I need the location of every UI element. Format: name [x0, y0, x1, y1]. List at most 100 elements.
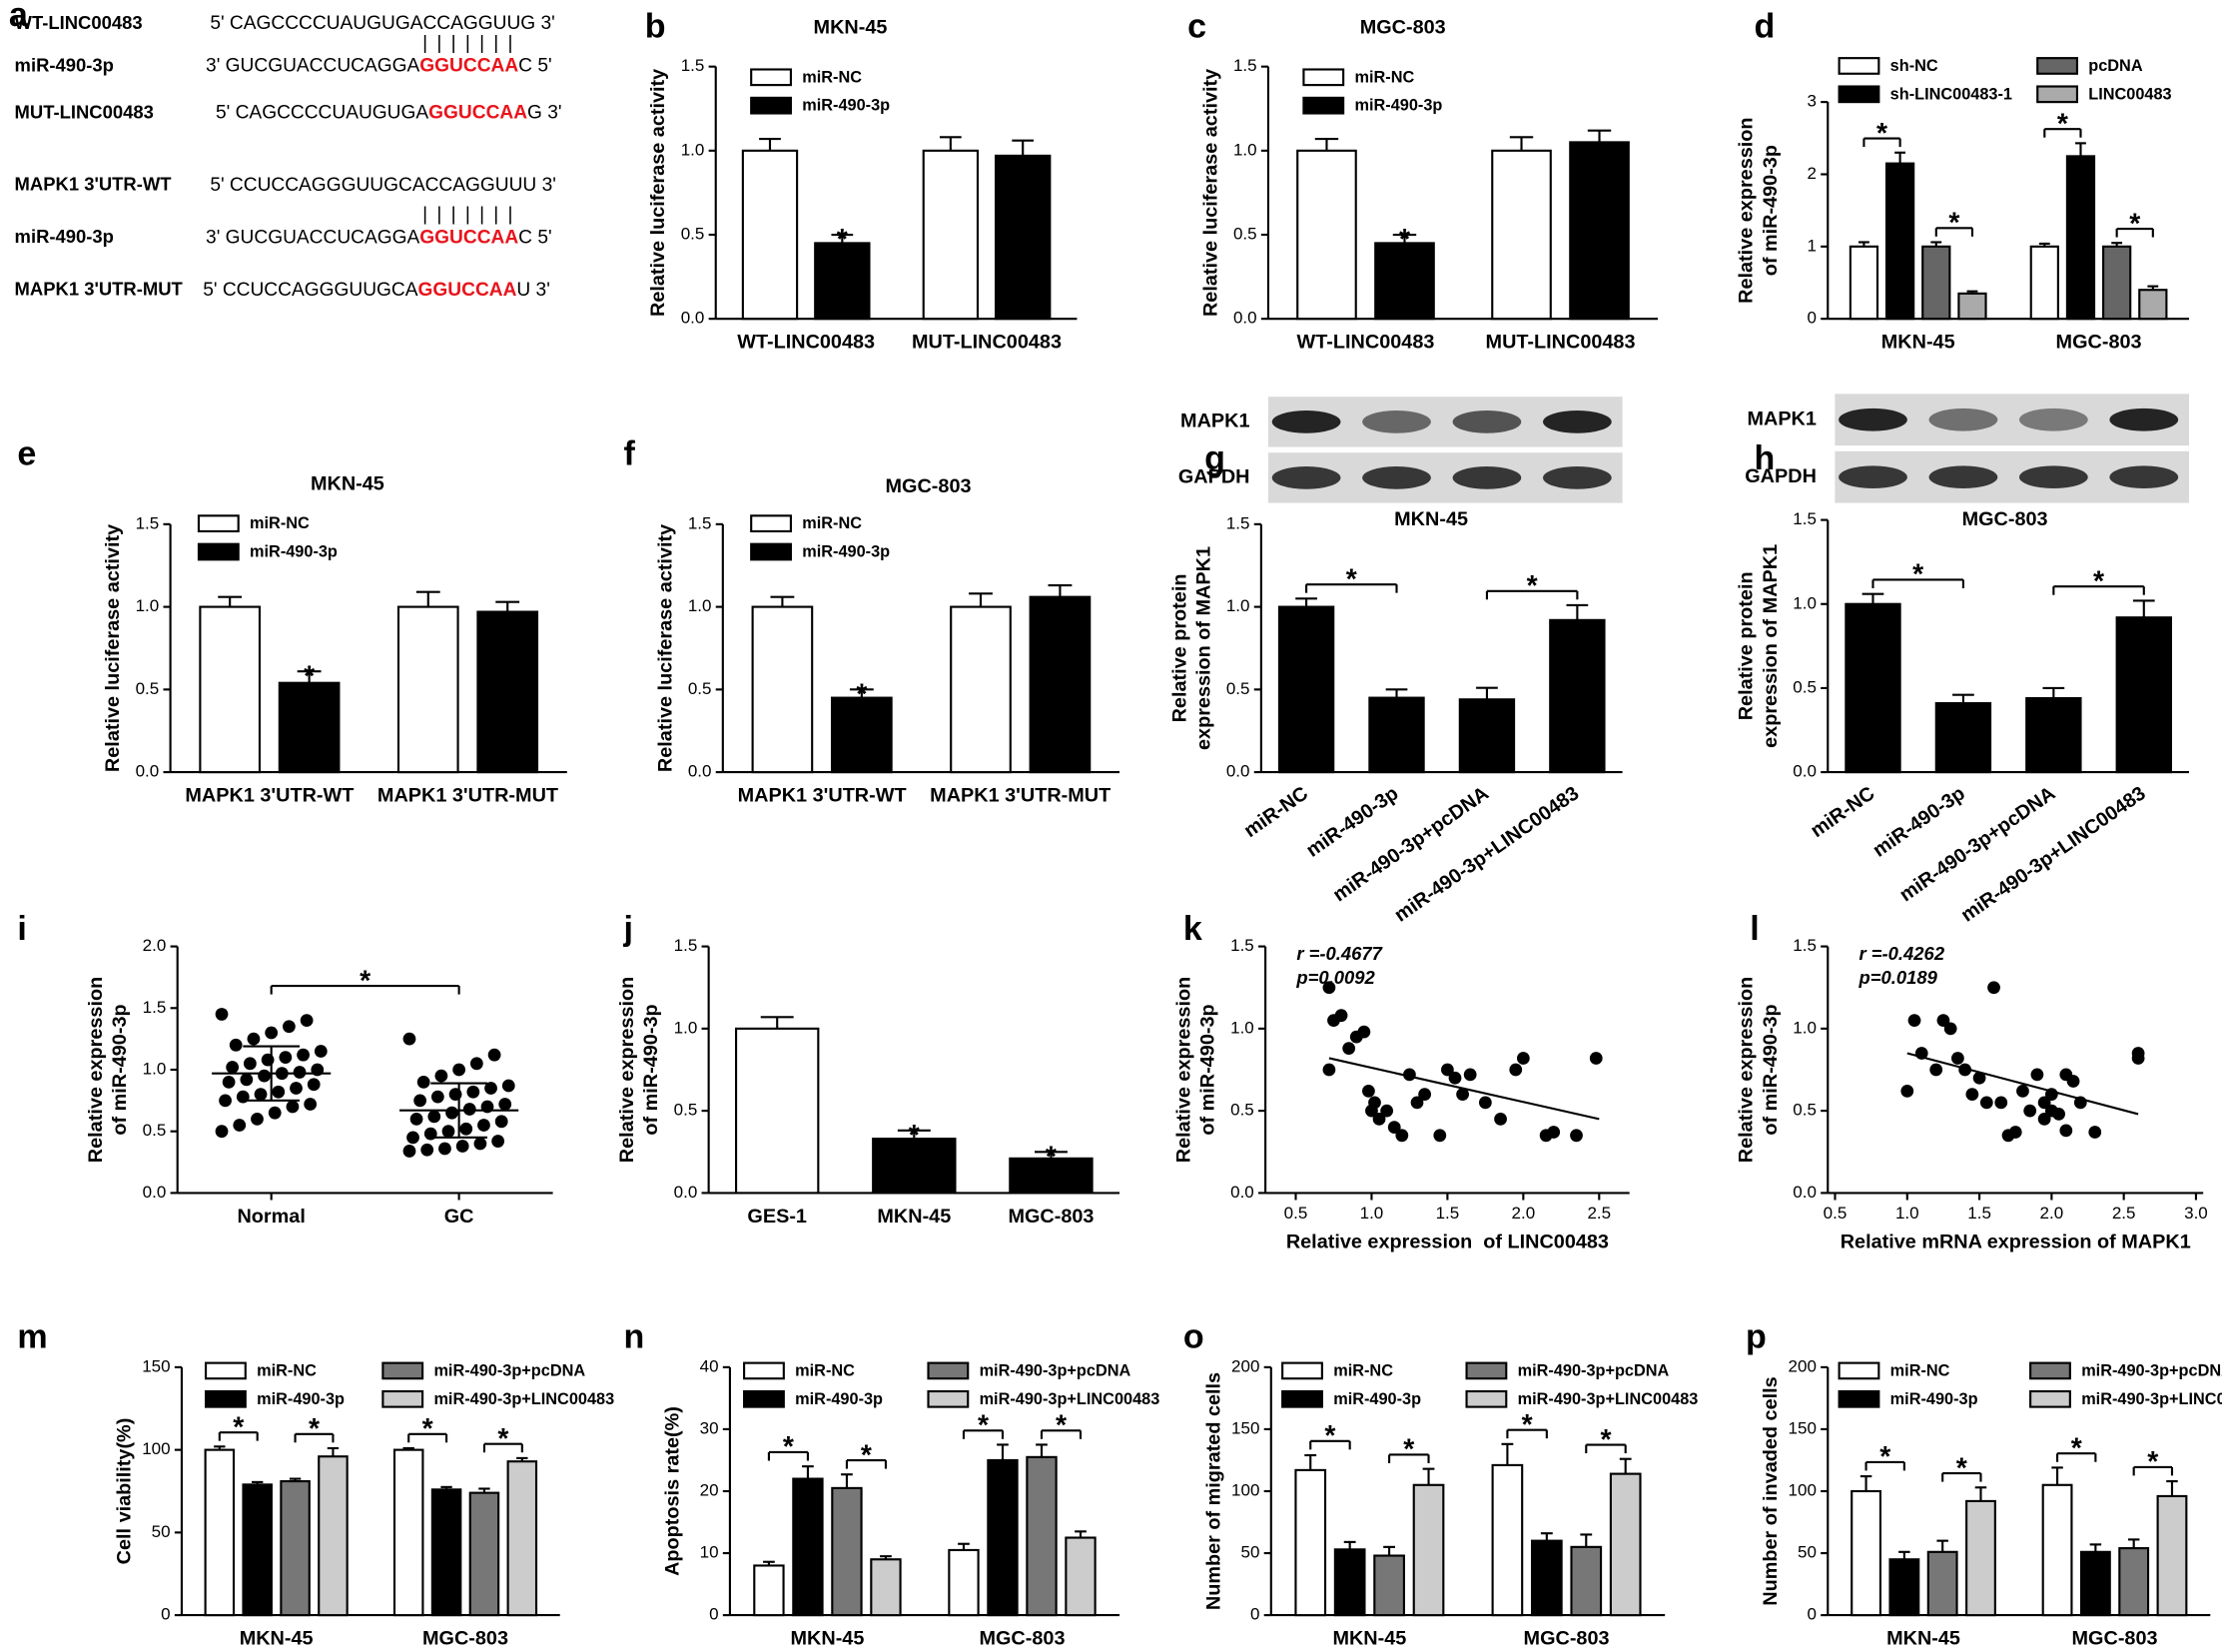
bar [468, 1491, 500, 1617]
legend-label: miR-490-3p+pcDNA [980, 1361, 1131, 1379]
data-point [1387, 1121, 1401, 1134]
y-tick-label: 30 [700, 1418, 719, 1437]
x-tick-label: GC [444, 1206, 474, 1228]
bar [392, 1448, 424, 1617]
y-axis-label: Relative luciferase activity [647, 69, 669, 317]
x-tick-label: GES-1 [747, 1206, 807, 1228]
significance-label: * [1522, 1409, 1534, 1441]
x-tick-label: MGC-803 [1524, 1627, 1610, 1649]
legend-label: miR-490-3p+LINC00483 [2081, 1390, 2222, 1408]
data-point [420, 1143, 434, 1157]
data-point [2131, 1052, 2145, 1065]
y-tick-label: 1.0 [688, 596, 712, 615]
y-axis-label: Relative expression [1736, 117, 1758, 303]
legend-label: miR-NC [257, 1361, 317, 1379]
panel-letter: h [1755, 439, 1776, 477]
bar [1373, 1554, 1405, 1617]
x-axis-label: Relative mRNA expression of MAPK1 [1841, 1231, 2191, 1252]
data-point [477, 1119, 490, 1132]
data-point [2052, 1108, 2065, 1121]
chart-title: MGC-803 [886, 475, 972, 497]
data-point [455, 1140, 469, 1153]
legend-label: miR-NC [795, 1361, 855, 1379]
blot-band [1362, 411, 1431, 433]
data-point [409, 1112, 423, 1126]
significance-label: * [2071, 1432, 2083, 1464]
data-point [1936, 1014, 1950, 1028]
legend-swatch [750, 96, 792, 115]
blot-band [1839, 465, 1907, 489]
x-tick-label: MGC-803 [2072, 1627, 2158, 1649]
bar [1412, 1483, 1445, 1617]
legend-swatch [1281, 1361, 1323, 1380]
y-tick-label: 2.0 [143, 936, 167, 955]
x-tick-label: MKN-45 [1332, 1627, 1406, 1649]
bar [1888, 1558, 1920, 1617]
data-point [1509, 1063, 1523, 1077]
x-tick-label: 0.5 [1824, 1204, 1848, 1223]
legend-swatch [381, 1389, 424, 1408]
legend-swatch [927, 1389, 970, 1408]
chart-title: MKN-45 [311, 472, 384, 494]
y-tick-label: 1.0 [1793, 593, 1817, 612]
x-tick-label: MUT-LINC00483 [1486, 332, 1636, 354]
legend-swatch [1838, 85, 1880, 104]
panel-letter: k [1183, 910, 1202, 948]
bar [734, 1027, 820, 1195]
y-tick-label: 20 [700, 1480, 719, 1499]
x-tick-label: MKN-45 [1886, 1627, 1960, 1649]
x-tick-label: MUT-LINC00483 [912, 332, 1062, 354]
y-tick-label: 0.5 [136, 679, 160, 698]
data-point [2037, 1096, 2051, 1110]
data-point [229, 1038, 243, 1052]
x-tick-label: MKN-45 [1881, 332, 1955, 354]
significance-label: * [1346, 563, 1358, 595]
legend-label: miR-490-3p [250, 543, 338, 561]
x-tick-label: MKN-45 [877, 1206, 951, 1228]
x-tick-label: MGC-803 [979, 1627, 1065, 1649]
y-tick-label: 150 [142, 1356, 170, 1375]
blot-band [2018, 408, 2088, 431]
legend-swatch [381, 1361, 424, 1380]
y-tick-label: 1.5 [143, 998, 167, 1017]
chart-title: MKN-45 [1394, 508, 1468, 530]
sequence-part: 5' CAGCCCCUAUGUGA [216, 103, 428, 124]
blot-band [1271, 466, 1341, 489]
blot-band [1928, 465, 1998, 489]
data-point [1958, 1063, 1972, 1077]
significance-label: * [837, 224, 849, 256]
data-point [402, 1145, 416, 1158]
y-tick-label: 200 [1789, 1356, 1817, 1375]
data-point [462, 1103, 476, 1116]
legend-swatch [197, 514, 240, 533]
data-point [314, 1045, 328, 1058]
blot-band [1928, 408, 1998, 431]
bar [995, 154, 1052, 321]
data-point [1372, 1112, 1386, 1126]
legend-label: sh-NC [1890, 57, 1938, 75]
x-tick-label: MAPK1 3'UTR-MUT [930, 784, 1111, 806]
data-point [416, 1075, 430, 1089]
significance-label: * [2057, 108, 2069, 140]
bar [506, 1460, 538, 1617]
bar [751, 605, 814, 774]
y-tick-label: 1.0 [143, 1059, 167, 1078]
bar [870, 1558, 902, 1617]
data-point [2008, 1126, 2022, 1139]
y-tick-label: 1.0 [1226, 596, 1250, 615]
legend-label: miR-NC [250, 514, 310, 532]
bar [476, 610, 539, 774]
legend-swatch [1838, 1361, 1880, 1380]
y-tick-label: 1 [1807, 236, 1816, 255]
bar [1549, 618, 1606, 774]
y-tick-label: 1.5 [1793, 509, 1817, 528]
sequence: 5' CCUCCAGGGUUGCAGGUCCAAU 3' [203, 280, 550, 301]
bar [2118, 1547, 2150, 1617]
significance-label: * [861, 1439, 873, 1471]
bar [1921, 245, 1951, 321]
y-tick-label: 0.5 [681, 225, 705, 244]
x-axis-label: Relative expression of LINC00483 [1286, 1231, 1609, 1252]
y-tick-label: 1.0 [136, 596, 160, 615]
y-tick-label: 10 [700, 1543, 719, 1562]
data-point [501, 1079, 515, 1093]
